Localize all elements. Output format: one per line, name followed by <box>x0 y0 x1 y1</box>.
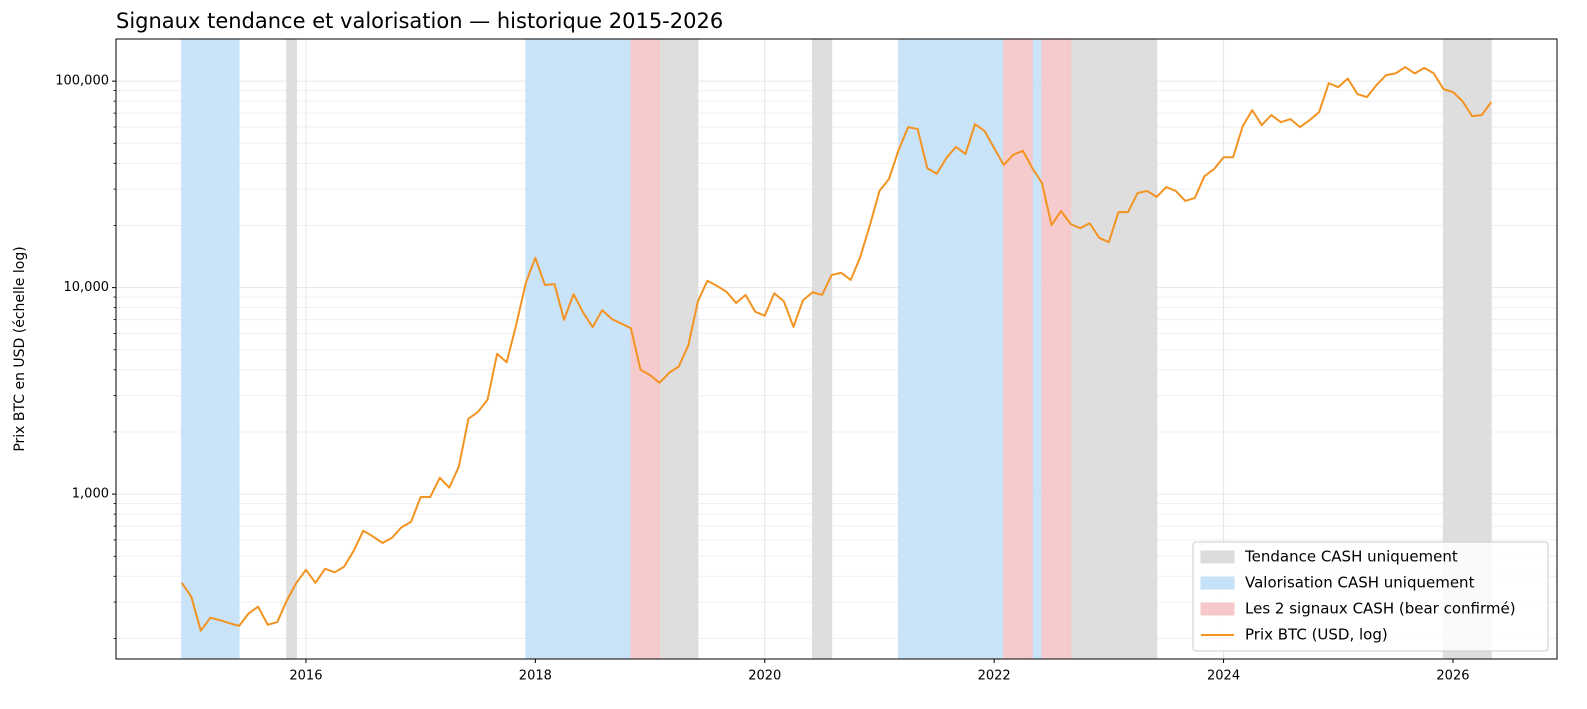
legend-label: Les 2 signaux CASH (bear confirmé) <box>1245 600 1516 618</box>
signal-band <box>525 38 632 660</box>
legend-swatch <box>1200 576 1235 590</box>
legend-box <box>1192 541 1549 652</box>
plot-frame <box>115 38 1558 660</box>
legend-label: Tendance CASH uniquement <box>1244 548 1458 566</box>
signal-band <box>1031 38 1043 660</box>
signal-band <box>1041 38 1072 660</box>
signal-band <box>659 38 699 660</box>
x-tick-label: 2020 <box>748 669 781 684</box>
y-tick-label: 100,000 <box>55 74 109 89</box>
x-tick-label: 2026 <box>1436 669 1469 684</box>
y-axis-label: Prix BTC en USD (échelle log) <box>12 246 28 451</box>
signal-band <box>181 38 240 660</box>
chart-title: Signaux tendance et valorisation — histo… <box>116 9 723 33</box>
signal-band <box>286 38 297 660</box>
y-tick-label: 10,000 <box>64 280 110 295</box>
y-tick-label: 1,000 <box>72 487 109 502</box>
x-tick-label: 2018 <box>519 669 552 684</box>
x-tick-label: 2022 <box>978 669 1011 684</box>
legend: Tendance CASH uniquement Valorisation CAS… <box>1192 541 1549 652</box>
price-line <box>180 66 1492 632</box>
signal-band <box>1003 38 1033 660</box>
legend-label: Valorisation CASH uniquement <box>1245 574 1475 592</box>
signal-band <box>898 38 1005 660</box>
signal-band <box>1070 38 1158 660</box>
legend-swatch <box>1200 602 1235 616</box>
x-tick-label: 2016 <box>289 669 322 684</box>
signal-band <box>812 38 833 660</box>
legend-swatch <box>1200 550 1235 564</box>
legend-label: Prix BTC (USD, log) <box>1245 626 1388 644</box>
x-tick-label: 2024 <box>1207 669 1240 684</box>
